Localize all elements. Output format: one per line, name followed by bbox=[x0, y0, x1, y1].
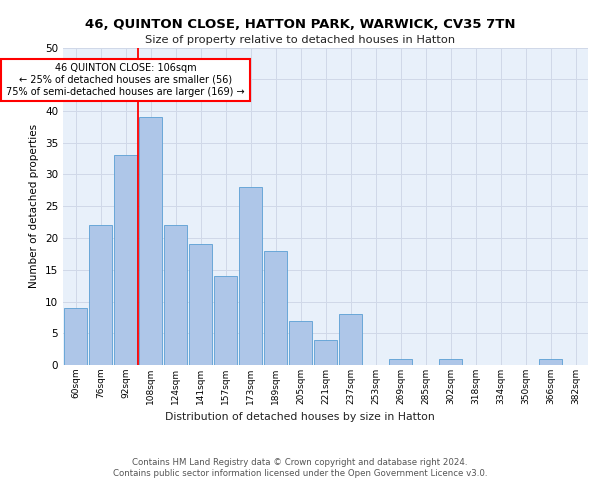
Bar bbox=[164, 226, 187, 365]
Bar bbox=[289, 320, 313, 365]
Y-axis label: Number of detached properties: Number of detached properties bbox=[29, 124, 40, 288]
Bar bbox=[139, 118, 163, 365]
Text: Distribution of detached houses by size in Hatton: Distribution of detached houses by size … bbox=[165, 412, 435, 422]
Bar bbox=[188, 244, 212, 365]
Bar bbox=[239, 187, 262, 365]
Bar bbox=[539, 358, 562, 365]
Text: 46 QUINTON CLOSE: 106sqm
← 25% of detached houses are smaller (56)
75% of semi-d: 46 QUINTON CLOSE: 106sqm ← 25% of detach… bbox=[6, 64, 245, 96]
Bar bbox=[263, 250, 287, 365]
Bar bbox=[113, 156, 137, 365]
Text: Contains HM Land Registry data © Crown copyright and database right 2024.
Contai: Contains HM Land Registry data © Crown c… bbox=[113, 458, 487, 477]
Bar bbox=[214, 276, 238, 365]
Bar bbox=[338, 314, 362, 365]
Text: 46, QUINTON CLOSE, HATTON PARK, WARWICK, CV35 7TN: 46, QUINTON CLOSE, HATTON PARK, WARWICK,… bbox=[85, 18, 515, 30]
Bar bbox=[439, 358, 463, 365]
Bar bbox=[314, 340, 337, 365]
Text: Size of property relative to detached houses in Hatton: Size of property relative to detached ho… bbox=[145, 35, 455, 45]
Bar bbox=[64, 308, 88, 365]
Bar bbox=[89, 226, 112, 365]
Bar bbox=[389, 358, 412, 365]
